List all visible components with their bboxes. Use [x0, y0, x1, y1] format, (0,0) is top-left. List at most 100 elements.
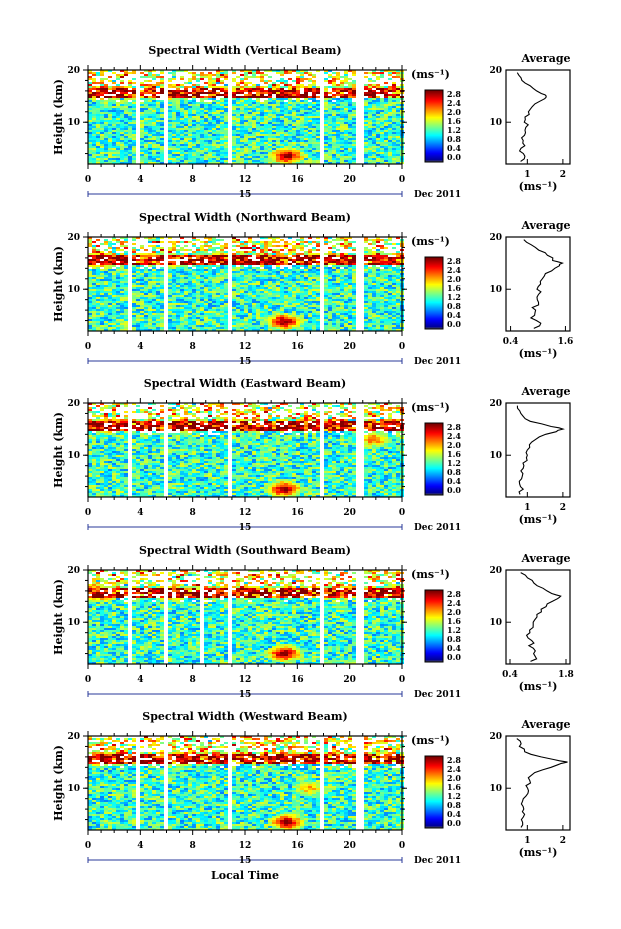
heatmap-cell — [240, 269, 244, 271]
heatmap-cell — [268, 106, 272, 108]
heatmap-cell — [208, 287, 212, 289]
heatmap-cell — [148, 106, 152, 108]
heatmap-cell — [260, 116, 264, 118]
heatmap-cell — [108, 283, 112, 285]
heatmap-cell — [100, 106, 104, 108]
heatmap-cell — [116, 120, 120, 122]
heatmap-cell — [372, 156, 376, 158]
heatmap-cell — [92, 82, 96, 84]
heatmap-cell — [148, 138, 152, 140]
heatmap-cell — [244, 136, 248, 138]
heatmap-cell — [172, 90, 176, 92]
heatmap-cell — [376, 138, 380, 140]
heatmap-cell — [300, 150, 304, 152]
heatmap-cell — [312, 74, 316, 76]
heatmap-cell — [104, 317, 108, 319]
heatmap-cell — [316, 102, 320, 104]
heatmap-cell — [264, 156, 268, 158]
heatmap-cell — [232, 275, 236, 277]
heatmap-cell — [240, 287, 244, 289]
heatmap-cell — [88, 108, 92, 110]
heatmap-cell — [172, 158, 176, 160]
heatmap-cell — [340, 158, 344, 160]
heatmap-cell — [380, 102, 384, 104]
heatmap-cell — [256, 104, 260, 106]
heatmap-cell — [244, 116, 248, 118]
heatmap-cell — [208, 158, 212, 160]
heatmap-cell — [220, 257, 224, 259]
heatmap-cell — [364, 110, 368, 112]
heatmap-cell — [112, 136, 116, 138]
heatmap-cell — [128, 114, 132, 116]
heatmap-cell — [116, 253, 120, 255]
heatmap-cell — [252, 100, 256, 102]
heatmap-cell — [120, 90, 124, 92]
heatmap-cell — [196, 325, 200, 327]
heatmap-cell — [124, 297, 128, 299]
heatmap-cell — [324, 116, 328, 118]
heatmap-cell — [120, 261, 124, 263]
heatmap-cell — [168, 144, 172, 146]
heatmap-cell — [96, 102, 100, 104]
heatmap-cell — [200, 132, 204, 134]
heatmap-cell — [152, 130, 156, 132]
heatmap-cell — [192, 146, 196, 148]
heatmap-cell — [140, 94, 144, 96]
heatmap-cell — [300, 102, 304, 104]
heatmap-cell — [260, 128, 264, 130]
heatmap-cell — [112, 243, 116, 245]
heatmap-cell — [184, 120, 188, 122]
heatmap-cell — [192, 265, 196, 267]
heatmap-cell — [380, 72, 384, 74]
heatmap-cell — [300, 132, 304, 134]
heatmap-cell — [368, 90, 372, 92]
heatmap-cell — [176, 315, 180, 317]
heatmap-cell — [388, 94, 392, 96]
heatmap-cell — [392, 108, 396, 110]
heatmap-cell — [92, 283, 96, 285]
heatmap-cell — [180, 86, 184, 88]
heatmap-cell — [208, 84, 212, 86]
heatmap-cell — [328, 158, 332, 160]
heatmap-cell — [168, 307, 172, 309]
heatmap-cell — [252, 142, 256, 144]
heatmap-cell — [152, 156, 156, 158]
heatmap-cell — [108, 275, 112, 277]
heatmap-cell — [184, 303, 188, 305]
heatmap-cell — [376, 124, 380, 126]
heatmap-cell — [244, 148, 248, 150]
heatmap-cell — [200, 74, 204, 76]
heatmap-cell — [276, 124, 280, 126]
heatmap-cell — [96, 104, 100, 106]
heatmap-cell — [120, 271, 124, 273]
heatmap-cell — [152, 128, 156, 130]
heatmap-cell — [92, 104, 96, 106]
heatmap-cell — [184, 118, 188, 120]
x-tick-label: 0 — [399, 175, 405, 185]
heatmap-cell — [144, 96, 148, 98]
heatmap-cell — [220, 273, 224, 275]
heatmap-cell — [256, 156, 260, 158]
heatmap-cell — [116, 301, 120, 303]
heatmap-cell — [240, 98, 244, 100]
heatmap-cell — [140, 305, 144, 307]
heatmap-cell — [352, 112, 356, 114]
heatmap-cell — [192, 100, 196, 102]
heatmap-cell — [248, 297, 252, 299]
heatmap-cell — [112, 134, 116, 136]
heatmap-cell — [188, 92, 192, 94]
heatmap-cell — [256, 271, 260, 273]
heatmap-cell — [304, 110, 308, 112]
heatmap-cell — [300, 158, 304, 160]
heatmap-cell — [88, 265, 92, 267]
heatmap-cell — [236, 289, 240, 291]
heatmap-cell — [212, 289, 216, 291]
heatmap-cell — [132, 289, 136, 291]
heatmap-cell — [376, 136, 380, 138]
heatmap-cell — [272, 102, 276, 104]
heatmap-cell — [236, 271, 240, 273]
heatmap-cell — [104, 96, 108, 98]
heatmap-cell — [308, 98, 312, 100]
heatmap-cell — [212, 299, 216, 301]
heatmap-cell — [284, 138, 288, 140]
